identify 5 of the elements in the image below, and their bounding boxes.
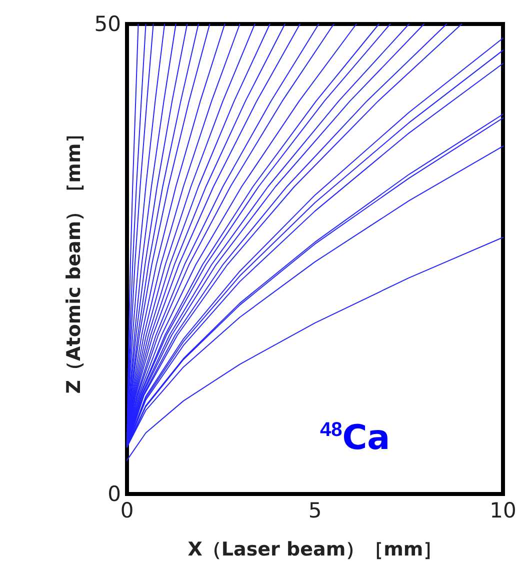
y-axis-title: Z（Atomic beam）［mm］ (62, 124, 85, 394)
x-axis-title: X（Laser beam）［mm］ (188, 538, 442, 560)
x-tick-label: 5 (308, 498, 322, 522)
x-tick-label: 10 (490, 498, 516, 522)
y-tick-label: 50 (94, 12, 121, 36)
